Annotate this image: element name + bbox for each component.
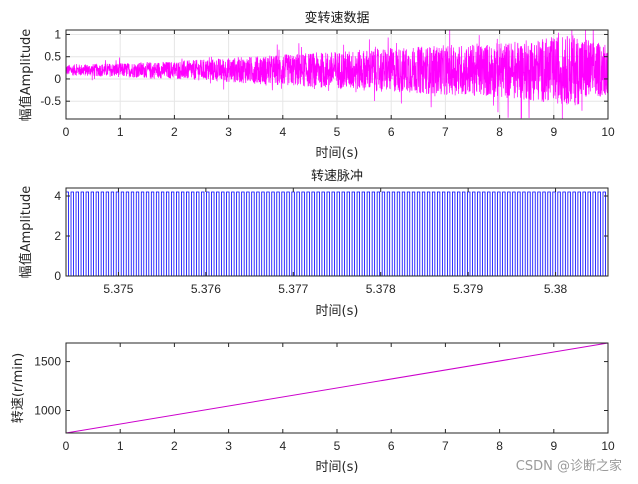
subplot2-ticks: 5.375 5.376 5.377 5.378 5.379 5.38 0 2 4	[54, 188, 608, 296]
speed-line	[65, 342, 609, 434]
x-tick-label: 4	[279, 125, 286, 139]
y-tick-label: -0.5	[40, 94, 61, 108]
y-tick-label: 0	[54, 72, 61, 86]
y-tick-label: 1	[54, 27, 61, 41]
subplot-pulse: 转速脉冲 5.375 5.376 5.377 5.378 5.379 5.38 0 2 4 时间…	[18, 169, 609, 319]
watermark-text: CSDN @诊断之家	[516, 458, 622, 474]
y-tick-label: 1000	[34, 404, 61, 418]
x-tick-label: 5	[334, 439, 341, 453]
pulse-signal-line	[65, 191, 608, 277]
subplot1-ticks: 0 1 2 3 4 5 6 7 8 9 10 -0.5 0 0.5 1	[40, 27, 615, 139]
subplot-speed: 0 1 2 3 4 5 6 7 8 9 10 1000 1500 时间(s) 转速(r/min)	[11, 342, 615, 475]
x-tick-label: 7	[442, 125, 449, 139]
x-tick-label: 5.376	[191, 282, 221, 296]
subplot2-xlabel: 时间(s)	[316, 304, 359, 319]
y-tick-label: 0.5	[44, 50, 61, 64]
subplot3-xlabel: 时间(s)	[316, 460, 359, 475]
subplot3-ticks: 0 1 2 3 4 5 6 7 8 9 10 1000 1500	[34, 343, 615, 453]
x-tick-label: 5.379	[453, 282, 483, 296]
subplot1-xlabel: 时间(s)	[316, 146, 359, 161]
y-tick-label: 1500	[34, 355, 61, 369]
x-tick-label: 10	[601, 125, 615, 139]
subplot1-ylabel: 幅值Amplitude	[18, 29, 34, 122]
x-tick-label: 9	[550, 439, 557, 453]
subplot2-axes-box	[65, 187, 609, 277]
x-tick-label: 5.377	[278, 282, 308, 296]
x-tick-label: 1	[117, 125, 124, 139]
x-tick-label: 6	[388, 439, 395, 453]
x-tick-label: 3	[225, 439, 232, 453]
x-tick-label: 0	[63, 125, 70, 139]
vibration-signal-line	[65, 29, 609, 120]
subplot3-ylabel: 转速(r/min)	[11, 353, 26, 423]
x-tick-label: 5.38	[544, 282, 568, 296]
x-tick-label: 4	[279, 439, 286, 453]
x-tick-label: 2	[171, 125, 178, 139]
x-tick-label: 10	[601, 439, 615, 453]
x-tick-label: 0	[63, 439, 70, 453]
subplot2-ylabel: 幅值Amplitude	[18, 186, 34, 279]
x-tick-label: 1	[117, 439, 124, 453]
x-tick-label: 8	[496, 439, 503, 453]
subplot2-title: 转速脉冲	[311, 169, 363, 184]
y-tick-label: 2	[54, 229, 61, 243]
x-tick-label: 5.378	[366, 282, 396, 296]
x-tick-label: 3	[225, 125, 232, 139]
x-tick-label: 6	[388, 125, 395, 139]
x-tick-label: 7	[442, 439, 449, 453]
x-tick-label: 8	[496, 125, 503, 139]
x-tick-label: 5	[334, 125, 341, 139]
y-tick-label: 4	[54, 189, 61, 203]
subplot1-title: 变转速数据	[304, 10, 369, 26]
x-tick-label: 9	[550, 125, 557, 139]
subplot-vibration: 变转速数据 0 1 2 3 4 5 6 7 8 9 10 -0.5 0 0.5 1 时间(s) 幅值Ampl…	[18, 10, 615, 161]
y-tick-label: 0	[54, 269, 61, 283]
x-tick-label: 2	[171, 439, 178, 453]
x-tick-label: 5.375	[103, 282, 133, 296]
